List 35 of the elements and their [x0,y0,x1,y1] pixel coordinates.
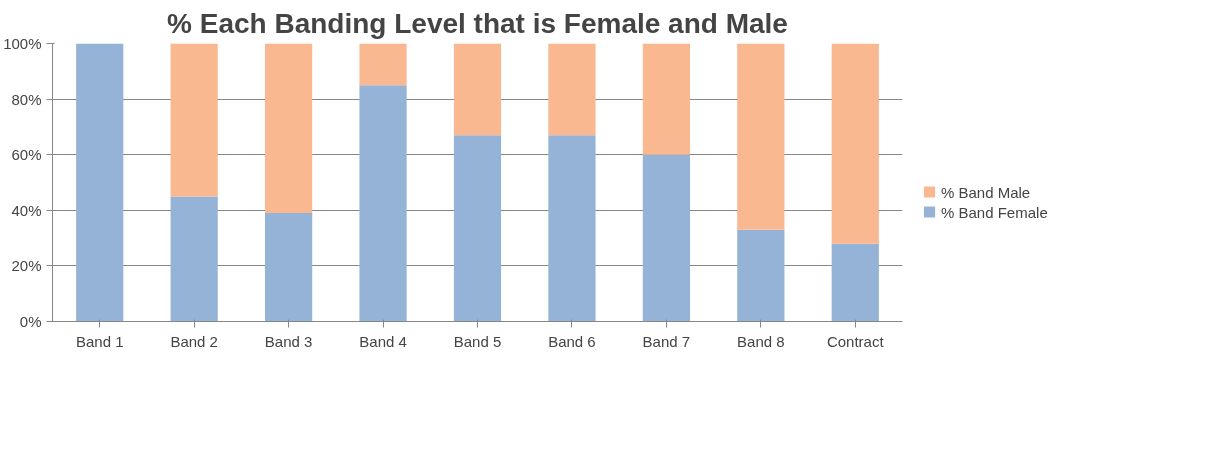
x-tick-label: Band 5 [453,332,502,350]
y-tick-label: 20% [11,257,42,275]
x-tick-label: Band 1 [75,332,124,350]
legend-label: % Band Female [941,203,1048,220]
y-tick-label: 80% [11,90,42,108]
x-tick-label: Band 2 [170,332,218,350]
x-tick-label: Band 4 [359,332,407,350]
bar [642,43,690,155]
y-tick-label: 100% [3,35,42,52]
x-tick-label: Band 6 [548,332,596,350]
bar [170,196,218,322]
bar [737,43,785,230]
bar [642,154,690,322]
x-tick-label: Band 8 [737,332,785,350]
bar [265,43,313,214]
y-tick-label: 0% [19,313,42,330]
x-tick-label: Band 3 [264,332,313,350]
bar [359,43,407,86]
bar [170,43,218,197]
bar [359,85,407,322]
bar [548,135,596,322]
x-tick-label: Contract [826,332,885,350]
bar [265,213,313,322]
bar [76,43,124,322]
legend-label: % Band Male [941,183,1031,200]
x-tick-label: Band 7 [642,332,691,350]
y-tick-label: 40% [11,201,42,219]
bar [548,43,596,136]
bar [453,43,502,136]
bar [737,229,785,322]
y-tick-label: 60% [11,146,42,164]
bar [453,135,502,322]
bar [831,43,879,244]
bar [831,243,879,322]
chart-title: % Each Banding Level that is Female and Male [167,7,788,39]
